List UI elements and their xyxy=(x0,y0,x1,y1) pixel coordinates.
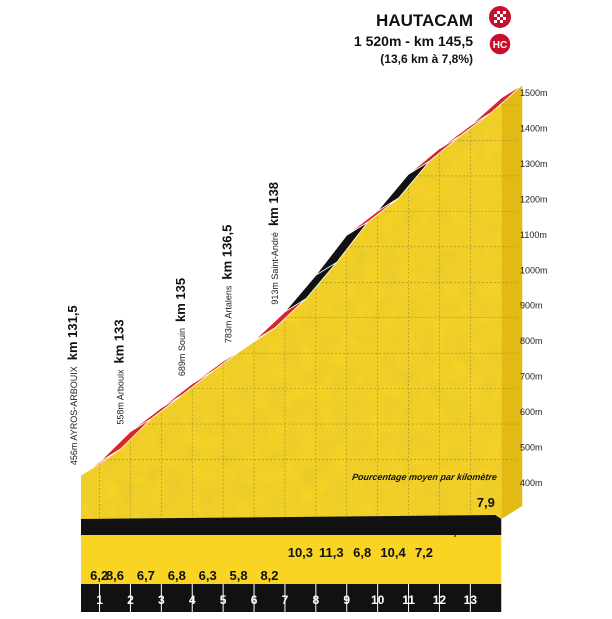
waypoint-label: 783m Artalens km 136,5 xyxy=(220,225,235,343)
gradient-pct-label: 8,2 xyxy=(260,568,278,583)
gradient-pct-label: 10,3 xyxy=(288,545,313,560)
base-band xyxy=(81,584,502,612)
checker-square xyxy=(503,11,506,14)
summit-elevation: 1 520m - km 145,5 xyxy=(354,33,473,49)
y-tick-label: 1500m xyxy=(520,88,548,98)
terrain-lower-face xyxy=(81,519,502,585)
checker-square xyxy=(500,17,503,20)
km-marker-label: 2 xyxy=(127,593,134,607)
checker-square xyxy=(494,17,497,20)
km-marker-label: 4 xyxy=(189,593,196,607)
waypoint-name: 558m Arbouix xyxy=(115,369,125,425)
km-marker-label: 1 xyxy=(96,593,103,607)
checker-square xyxy=(500,11,503,14)
y-tick-label: 1300m xyxy=(520,159,548,169)
km-marker-label: 5 xyxy=(220,593,227,607)
y-tick-label: 400m xyxy=(520,478,543,488)
checkered-flag-icon xyxy=(494,11,506,23)
waypoint-label: 689m Souin km 135 xyxy=(173,278,188,376)
gradient-pct-label: 11,3 xyxy=(319,545,344,560)
waypoint-name: 689m Souin xyxy=(177,328,187,376)
waypoint-km: km 135 xyxy=(173,278,188,322)
legend-note: Pourcentage moyen par kilomètre xyxy=(351,472,497,482)
y-tick-label: 700m xyxy=(520,372,543,382)
km-marker-label: 3 xyxy=(158,593,165,607)
gradient-pct-label: 5,8 xyxy=(230,568,248,583)
checker-square xyxy=(494,14,497,17)
terrain-end-cap xyxy=(501,84,523,519)
km-marker-label: 9 xyxy=(343,593,350,607)
y-tick-label: 500m xyxy=(520,443,543,453)
waypoint-label: 456m AYROS-ARBOUIX km 131,5 xyxy=(65,305,80,465)
base-band-layer xyxy=(81,515,502,612)
gradient-pct-label: 7,2 xyxy=(415,545,433,560)
y-tick-label: 800m xyxy=(520,336,543,346)
y-tick-label: 1000m xyxy=(520,265,548,275)
checker-square xyxy=(500,20,503,23)
hc-category-badge: HC xyxy=(488,32,512,56)
grid-layer xyxy=(99,104,519,519)
gradient-pct-label: 10,4 xyxy=(380,545,406,560)
waypoint-name: 783m Artalens xyxy=(224,285,234,343)
checker-square xyxy=(497,11,500,14)
gradient-pct-label: 6,8 xyxy=(353,545,371,560)
y-tick-label: 1200m xyxy=(520,194,548,204)
waypoint-km: km 131,5 xyxy=(65,305,80,360)
y-tick-label: 1400m xyxy=(520,123,548,133)
checker-square xyxy=(503,14,506,17)
gradient-pct-label: 6,5 xyxy=(446,523,464,538)
gradient-segment xyxy=(470,84,523,126)
waypoint-km: km 133 xyxy=(111,319,126,363)
gradient-pct-label: 6,7 xyxy=(137,568,155,583)
checker-square xyxy=(500,14,503,17)
waypoint-km: km 138 xyxy=(266,182,281,226)
checker-square xyxy=(503,20,506,23)
gradient-pct-label: 6,8 xyxy=(168,568,186,583)
km-marker-label: 12 xyxy=(433,593,447,607)
y-tick-label: 600m xyxy=(520,407,543,417)
y-tick-label: 900m xyxy=(520,301,543,311)
base-band-top xyxy=(81,515,502,535)
gradient-pct-label: 8,6 xyxy=(106,568,124,583)
km-marker-label: 6 xyxy=(251,593,258,607)
checker-square xyxy=(497,14,500,17)
checker-square xyxy=(503,17,506,20)
gradient-pct-label: 7,9 xyxy=(477,495,495,510)
waypoint-label: 913m Saint-André km 138 xyxy=(266,182,281,305)
checker-square xyxy=(494,11,497,14)
km-marker-label: 10 xyxy=(371,593,385,607)
waypoint-name: 913m Saint-André xyxy=(270,232,280,305)
waypoint-km: km 136,5 xyxy=(220,225,235,280)
gradient-pct-label: 6,3 xyxy=(199,568,217,583)
summit-climb: (13,6 km à 7,8%) xyxy=(380,52,473,66)
summit-name: HAUTACAM xyxy=(376,11,473,30)
km-marker-label: 11 xyxy=(402,593,415,607)
road-band-layer xyxy=(80,84,523,476)
km-marker-label: 7 xyxy=(282,593,289,607)
waypoint-label: 558m Arbouix km 133 xyxy=(111,319,126,424)
summit-finish-icon xyxy=(489,6,511,28)
y-tick-label: 1100m xyxy=(520,230,547,240)
hc-badge-label: HC xyxy=(493,40,507,51)
waypoint-name: 456m AYROS-ARBOUIX xyxy=(69,366,79,465)
labels-layer: 400m 500m 600m 700m 800m 900m 1000m 1100m 1200m 1… xyxy=(65,88,548,607)
checker-square xyxy=(494,20,497,23)
km-marker-label: 13 xyxy=(464,593,478,607)
km-marker-label: 8 xyxy=(312,593,319,607)
gradient-pct-label: 6,2 xyxy=(90,568,108,583)
checker-square xyxy=(497,20,500,23)
checker-square xyxy=(497,17,500,20)
